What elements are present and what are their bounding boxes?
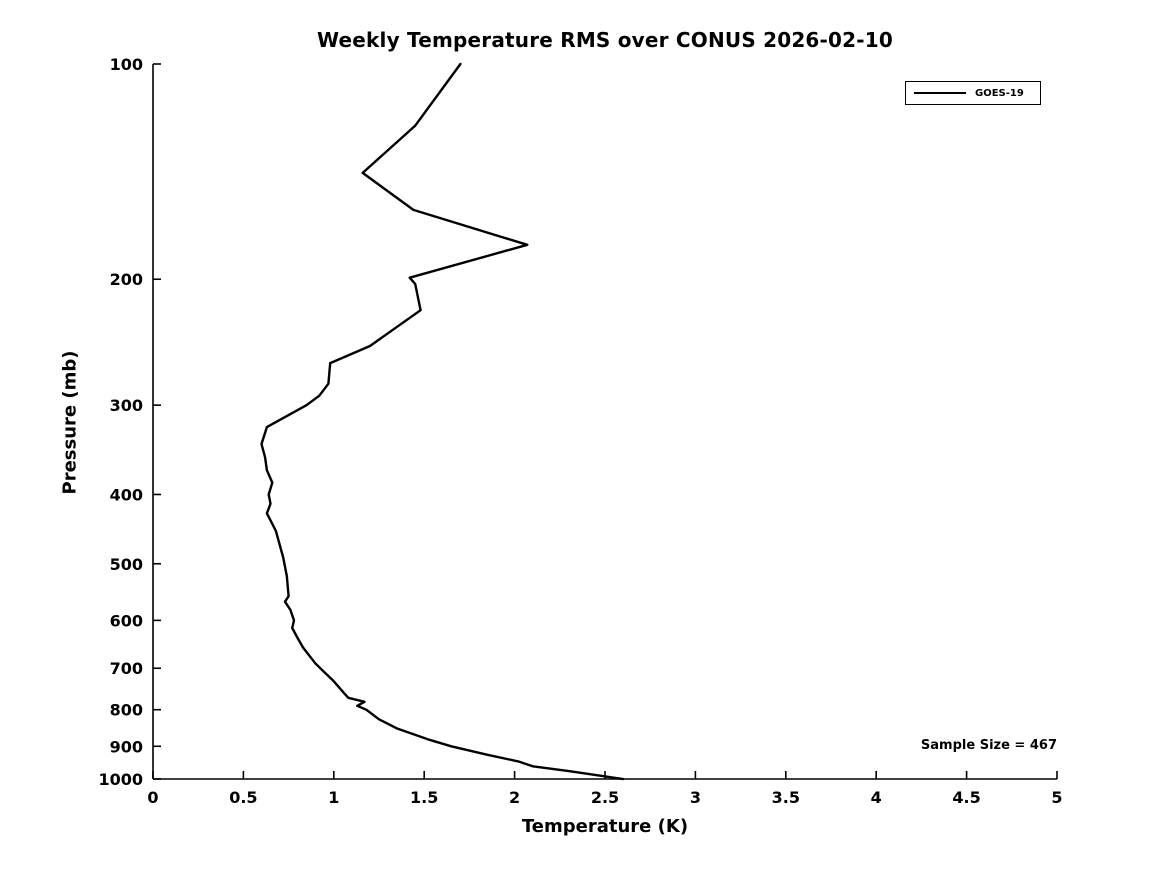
y-tick-label: 100: [110, 55, 143, 74]
y-tick-label: 900: [110, 737, 143, 756]
x-axis-label: Temperature (K): [521, 816, 689, 837]
y-tick-label: 400: [110, 485, 143, 504]
x-tick-label: 1: [328, 788, 339, 807]
data-line-goes-19: [260, 62, 625, 781]
legend-line-sample: [914, 92, 966, 94]
y-tick-label: 200: [110, 270, 143, 289]
y-tick-label: 300: [110, 396, 143, 415]
y-tick-label: 500: [110, 555, 143, 574]
x-tick-label: 0: [147, 788, 158, 807]
x-tick-label: 2: [509, 788, 520, 807]
x-tick-label: 1.5: [410, 788, 438, 807]
x-tick-label: 3: [690, 788, 701, 807]
y-tick-label: 1000: [98, 770, 143, 789]
y-tick-label: 800: [110, 701, 143, 720]
x-tick-label: 4: [871, 788, 882, 807]
x-tick-label: 4.5: [952, 788, 980, 807]
sample-size-annotation: Sample Size = 467: [920, 738, 1057, 753]
x-tick-label: 5: [1051, 788, 1062, 807]
x-tick-label: 3.5: [772, 788, 800, 807]
y-tick-label: 700: [110, 659, 143, 678]
x-tick-label: 0.5: [229, 788, 257, 807]
legend: GOES-19: [905, 81, 1041, 105]
y-tick-label: 600: [110, 611, 143, 630]
chart-title: Weekly Temperature RMS over CONUS 2026-0…: [316, 28, 894, 52]
x-tick-label: 2.5: [591, 788, 619, 807]
legend-label-goes-19: GOES-19: [975, 87, 1024, 99]
